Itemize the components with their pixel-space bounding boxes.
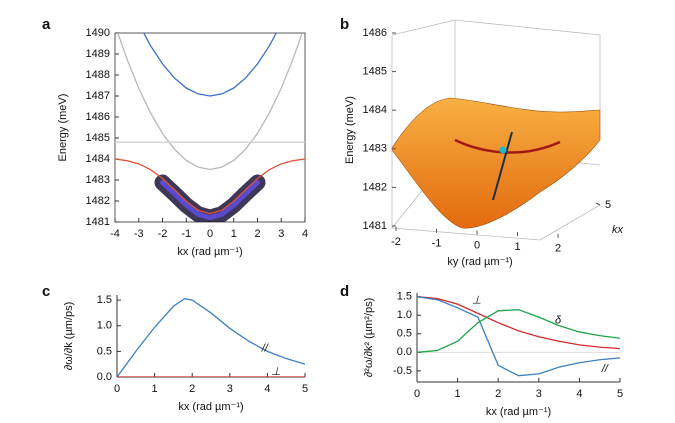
ky-axis-label: ky (rad µm⁻¹) [447, 256, 512, 268]
y-tick-label: 1490 [86, 27, 110, 39]
x-tick-label: -4 [110, 228, 120, 240]
ky-tick-label: -2 [391, 236, 401, 248]
x-axis-label: kx (rad µm⁻¹) [177, 246, 242, 258]
y-tick-label: 1483 [86, 174, 110, 186]
x-tick-label: 1 [152, 383, 158, 395]
y-tick-label: 1481 [86, 216, 110, 228]
x-tick-label: 4 [576, 388, 582, 400]
energy-surface [391, 97, 601, 229]
x-tick-label: -2 [158, 228, 168, 240]
panel-letter: d [340, 283, 349, 300]
x-tick-label: 0 [114, 383, 120, 395]
series-line [417, 296, 620, 377]
y-tick-label: 1488 [86, 69, 110, 81]
y-axis-label: ∂ω/∂k (µm/ps) [63, 302, 75, 371]
ky-tick-label: -1 [432, 238, 442, 250]
x-tick-label: 4 [264, 383, 270, 395]
x-tick-label: 1 [455, 388, 461, 400]
series-line [417, 296, 620, 350]
x-tick-label: 1 [231, 228, 237, 240]
ky-tick-label: 0 [474, 239, 480, 251]
y-axis-label: Energy (meV) [57, 94, 69, 162]
y-tick-label: 1.5 [397, 291, 412, 303]
z-tick-label: 1484 [363, 104, 387, 116]
y-tick-label: 1489 [86, 48, 110, 60]
surface-line [492, 131, 513, 201]
ky-tick-label: 2 [555, 243, 561, 255]
panel-letter: a [42, 16, 51, 33]
kx-tick [595, 202, 601, 206]
density-band [154, 174, 266, 222]
plot-area [115, 33, 305, 222]
x-tick-label: 2 [189, 383, 195, 395]
y-tick-label: 0.5 [397, 328, 412, 340]
x-tick-label: 3 [227, 383, 233, 395]
y-axis-label: ∂²ω/∂k² (µm²/ps) [363, 298, 375, 378]
y-tick-label: 0.0 [97, 371, 112, 383]
x-tick-label: 3 [536, 388, 542, 400]
y-tick-label: 1485 [86, 132, 110, 144]
y-tick-label: -0.5 [393, 365, 412, 377]
y-tick-label: 1.0 [397, 309, 412, 321]
z-tick-label: 1482 [363, 181, 387, 193]
surface-point [499, 146, 507, 154]
annotation: ⊥ [472, 294, 482, 306]
density-core [160, 180, 260, 221]
plot-frame [114, 32, 306, 223]
series-line [143, 33, 277, 97]
series-line [117, 33, 303, 171]
x-tick-label: -1 [181, 228, 191, 240]
y-tick-label: 1486 [86, 111, 110, 123]
y-tick-label: 1.5 [97, 294, 112, 306]
y-tick-label: 1482 [86, 195, 110, 207]
x-tick-label: 0 [414, 388, 420, 400]
z-tick-label: 1486 [363, 27, 387, 39]
y-tick-label: 0.0 [397, 346, 412, 358]
kx-axis-label: kx [612, 224, 624, 236]
series-line [117, 297, 305, 377]
z-axis-label: Energy (meV) [344, 96, 356, 164]
x-tick-label: 3 [278, 228, 284, 240]
y-tick-label: 1.0 [97, 320, 112, 332]
annotation: // [261, 343, 269, 355]
z-tick-label: 1481 [363, 220, 387, 232]
x-axis-label: kx (rad µm⁻¹) [178, 401, 243, 413]
annotation: // [601, 363, 609, 375]
series-line [115, 158, 305, 215]
kx-tick-label: 5 [605, 199, 611, 211]
panel-letter: c [42, 283, 50, 300]
y-tick-label: 0.5 [97, 345, 112, 357]
z-tick-label: 1485 [363, 66, 387, 78]
x-axis-label: kx (rad µm⁻¹) [486, 406, 551, 418]
annotation: ⊥ [271, 366, 281, 378]
ky-tick-label: 1 [514, 241, 520, 253]
plot-area [117, 297, 305, 377]
x-tick-label: 0 [207, 228, 213, 240]
x-tick-label: 2 [495, 388, 501, 400]
x-tick-label: 4 [302, 228, 308, 240]
x-tick-label: 5 [617, 388, 623, 400]
z-tick-label: 1483 [363, 143, 387, 155]
y-tick-label: 1484 [86, 153, 110, 165]
x-tick-label: 2 [254, 228, 260, 240]
x-tick-label: 5 [302, 383, 308, 395]
plot-area [417, 296, 620, 377]
series-line [417, 309, 620, 353]
x-tick-label: -3 [134, 228, 144, 240]
panel-letter: b [340, 16, 349, 33]
annotation: δ [555, 315, 562, 327]
y-tick-label: 1487 [86, 90, 110, 102]
